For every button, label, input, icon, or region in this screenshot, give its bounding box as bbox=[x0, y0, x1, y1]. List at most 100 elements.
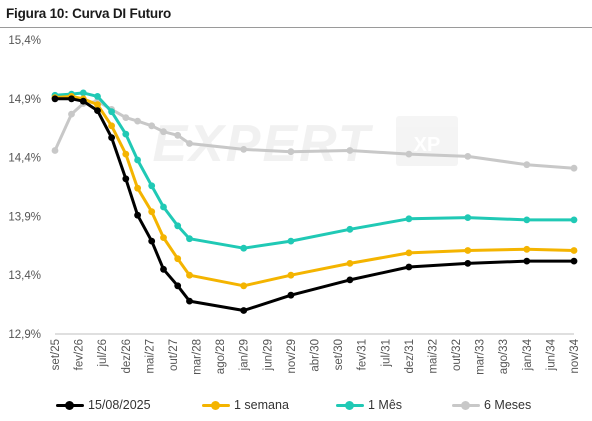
y-tick-label: 13,4% bbox=[8, 270, 41, 282]
data-point bbox=[346, 147, 354, 154]
legend-marker bbox=[345, 400, 354, 410]
data-point bbox=[570, 257, 578, 265]
data-point bbox=[287, 271, 295, 279]
legend-item: 1 semana bbox=[202, 392, 289, 418]
data-point bbox=[134, 117, 142, 125]
x-tick-label: dez/31 bbox=[404, 339, 416, 374]
legend-swatch bbox=[56, 400, 84, 410]
legend-label: 15/08/2025 bbox=[88, 398, 151, 412]
data-point bbox=[523, 161, 531, 169]
data-point bbox=[134, 184, 142, 192]
chart-legend: 15/08/2025 1 semana 1 Mês 6 Meses bbox=[0, 392, 592, 418]
data-point bbox=[240, 244, 248, 252]
data-point bbox=[523, 245, 531, 253]
x-tick-label: jun/34 bbox=[545, 338, 557, 371]
x-tick-label: dez/26 bbox=[121, 339, 133, 374]
legend-item: 15/08/2025 bbox=[56, 392, 151, 418]
x-tick-label: jul/26 bbox=[97, 339, 109, 368]
data-point bbox=[68, 110, 75, 118]
legend-label: 6 Meses bbox=[484, 398, 532, 412]
data-point bbox=[94, 107, 101, 114]
data-point bbox=[79, 89, 87, 97]
series-2 bbox=[51, 89, 578, 252]
data-point bbox=[174, 255, 182, 263]
x-tick-label: fev/26 bbox=[74, 339, 86, 370]
data-point bbox=[464, 153, 472, 160]
data-point bbox=[186, 235, 193, 243]
data-point bbox=[148, 237, 156, 245]
y-tick-label: 15,4% bbox=[8, 35, 41, 47]
legend-marker bbox=[211, 400, 220, 410]
x-tick-label: mar/28 bbox=[192, 339, 204, 375]
x-axis-ticks: set/25 fev/26 jul/26 dez/26 mai/27 out/27 mar/… bbox=[50, 338, 581, 374]
x-tick-label: fev/31 bbox=[357, 339, 369, 370]
data-point bbox=[68, 95, 75, 103]
series-lines bbox=[51, 89, 578, 314]
data-point bbox=[108, 108, 115, 116]
series-0 bbox=[51, 95, 578, 314]
x-tick-label: mai/32 bbox=[427, 339, 439, 374]
title-divider bbox=[0, 27, 592, 28]
data-point bbox=[94, 101, 101, 109]
x-tick-label: nov/34 bbox=[569, 338, 581, 373]
watermark-badge-text: XP bbox=[414, 134, 441, 156]
data-point bbox=[186, 140, 193, 147]
legend-item: 6 Meses bbox=[452, 392, 531, 418]
x-tick-label: ago/33 bbox=[498, 339, 510, 374]
legend-swatch bbox=[202, 400, 230, 410]
legend-label: 1 Mês bbox=[368, 398, 403, 412]
x-tick-label: mar/33 bbox=[475, 339, 487, 375]
legend-swatch bbox=[452, 400, 480, 410]
data-point bbox=[464, 247, 472, 254]
watermark-text: EXPERT bbox=[152, 115, 373, 173]
y-tick-label: 13,9% bbox=[8, 211, 41, 223]
data-point bbox=[174, 131, 182, 139]
data-point bbox=[464, 214, 472, 222]
data-point bbox=[51, 147, 59, 154]
data-point bbox=[186, 271, 193, 279]
data-point bbox=[51, 95, 59, 103]
data-point bbox=[405, 263, 413, 271]
data-point bbox=[79, 97, 87, 105]
x-tick-label: jun/29 bbox=[262, 339, 274, 371]
data-point bbox=[108, 122, 115, 130]
y-axis-ticks: 12,9% 13,4% 13,9% 14,4% 14,9% 15,4% bbox=[8, 35, 41, 341]
data-point bbox=[346, 225, 354, 233]
data-point bbox=[148, 208, 156, 216]
x-tick-label: abr/30 bbox=[310, 339, 322, 372]
x-tick-label: nov/29 bbox=[286, 339, 298, 374]
data-point bbox=[405, 150, 413, 158]
x-tick-label: out/27 bbox=[168, 339, 180, 371]
data-point bbox=[134, 211, 142, 219]
data-point bbox=[523, 257, 531, 265]
data-point bbox=[523, 216, 531, 224]
data-point bbox=[174, 222, 182, 230]
data-point bbox=[122, 175, 130, 183]
data-point bbox=[174, 282, 182, 290]
x-tick-label: set/30 bbox=[333, 339, 345, 370]
data-point bbox=[160, 128, 167, 136]
data-point bbox=[405, 215, 413, 223]
data-point bbox=[570, 247, 578, 254]
di-futures-curve-chart: EXPERT XP 12,9% 13,4% 13,9% 14,4% 14,9% 15,4%… bbox=[8, 35, 581, 375]
figure-title: Figura 10: Curva DI Futuro bbox=[6, 6, 172, 21]
legend-label: 1 semana bbox=[234, 398, 289, 412]
x-tick-label: jul/31 bbox=[380, 339, 392, 368]
data-point bbox=[160, 234, 167, 242]
data-point bbox=[148, 122, 156, 130]
data-point bbox=[122, 114, 130, 121]
data-point bbox=[346, 260, 354, 267]
data-point bbox=[240, 146, 248, 153]
data-point bbox=[122, 130, 130, 138]
legend-swatch bbox=[336, 400, 364, 410]
legend-item: 1 Mês bbox=[336, 392, 402, 418]
data-point bbox=[160, 203, 167, 211]
x-tick-label: out/32 bbox=[451, 339, 463, 371]
x-tick-label: mai/27 bbox=[144, 339, 156, 374]
data-point bbox=[405, 249, 413, 257]
y-tick-label: 14,4% bbox=[8, 153, 41, 165]
data-point bbox=[240, 307, 248, 314]
data-point bbox=[464, 260, 472, 267]
data-point bbox=[160, 265, 167, 273]
x-tick-label: ago/28 bbox=[215, 339, 227, 374]
